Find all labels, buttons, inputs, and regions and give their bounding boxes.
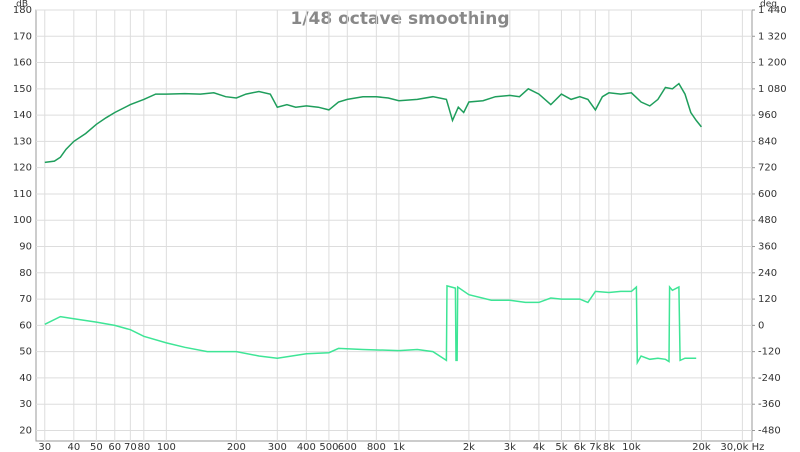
y2-tick-label: 1 080 [758,84,787,95]
x-tick-label: 70 [124,442,137,452]
plot-area [35,9,753,442]
x-tick-label: 5k [555,442,567,452]
y-tick-label: 150 [13,84,32,95]
x-tick-label: 6k [574,442,586,452]
y2-tick-label: 1 320 [758,31,787,42]
y-tick-label: 50 [19,347,32,358]
y2-tick-label: -120 [758,347,781,358]
x-tick-label: 80 [137,442,150,452]
y-tick-label: 140 [13,110,32,121]
y2-tick-label: -360 [758,399,781,410]
x-tick-label: 600 [338,442,357,452]
y2-tick-label: 600 [758,189,777,200]
y-tick-label: 80 [19,268,32,279]
series-line [44,82,702,164]
x-tick-label: 10k [622,442,641,452]
y-tick-label: 170 [13,31,32,42]
series-line [44,284,697,366]
x-tick-label: 400 [297,442,316,452]
y-tick-label: 180 [13,5,32,16]
y-tick-label: 70 [19,294,32,305]
x-tick-label: 8k [603,442,615,452]
x-tick-label: 2k [463,442,475,452]
x-tick-label: 800 [367,442,386,452]
y-tick-label: 130 [13,136,32,147]
y2-tick-label: 960 [758,110,777,121]
y-tick-label: 120 [13,163,32,174]
y2-tick-label: 0 [758,320,764,331]
y2-tick-label: 1 200 [758,58,787,69]
y2-tick-label: -240 [758,373,781,384]
x-tick-label: 4k [533,442,545,452]
x-tick-label: 20k [692,442,711,452]
y-tick-label: 20 [19,425,32,436]
x-tick-label: 1k [393,442,405,452]
y-tick-label: 60 [19,320,32,331]
y2-tick-label: 360 [758,242,777,253]
x-tick-label: 30,0k Hz [720,442,764,452]
y2-tick-label: 720 [758,163,777,174]
y2-axis-label: deg [760,0,777,10]
x-tick-label: 200 [227,442,246,452]
y2-tick-label: 240 [758,268,777,279]
x-tick-label: 3k [504,442,516,452]
y-tick-label: 30 [19,399,32,410]
y2-tick-label: 480 [758,215,777,226]
x-tick-label: 60 [108,442,121,452]
x-tick-label: 40 [67,442,80,452]
y2-tick-label: 840 [758,136,777,147]
x-tick-label: 100 [157,442,176,452]
y-tick-label: 100 [13,215,32,226]
chart-title: 1/48 octave smoothing [290,9,509,29]
x-tick-label: 500 [319,442,338,452]
x-tick-label: 300 [268,442,287,452]
y-tick-label: 160 [13,58,32,69]
y2-tick-label: 1 440 [758,5,787,16]
y2-tick-label: -480 [758,425,781,436]
x-tick-label: 30 [38,442,51,452]
y2-tick-label: 120 [758,294,777,305]
x-tick-label: 50 [90,442,103,452]
y-axis-label: dB [16,0,28,10]
y-tick-label: 90 [19,242,32,253]
x-tick-label: 7k [589,442,601,452]
y-tick-label: 110 [13,189,32,200]
y-tick-label: 40 [19,373,32,384]
